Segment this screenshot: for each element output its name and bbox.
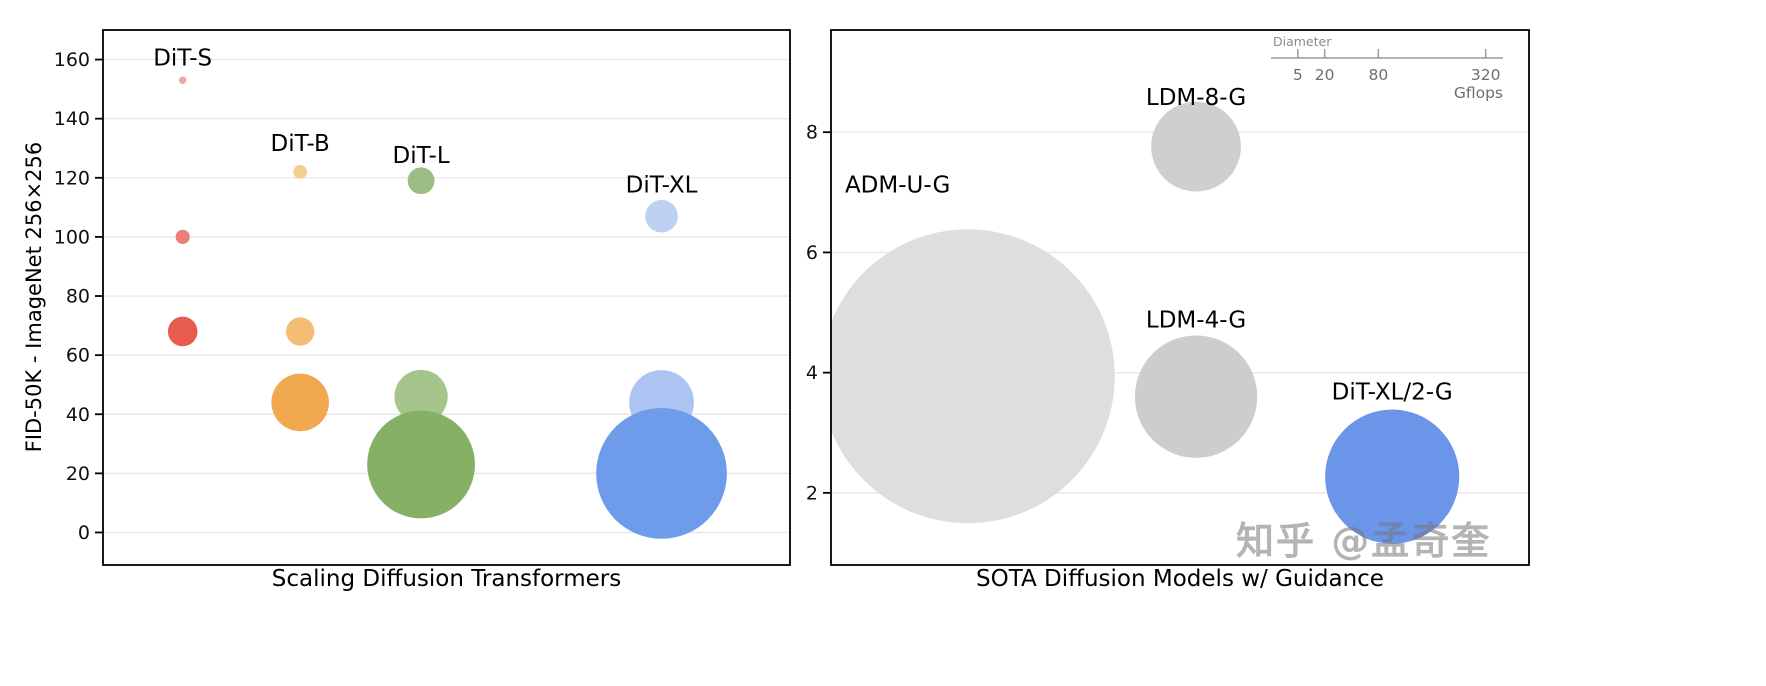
- bubble-DiT-XL: [596, 408, 727, 539]
- sota-guidance-chart: ADM-U-G LDM-8-G LDM-4-G DiT-XL/2-G 2 4 6 8 Diame…: [806, 29, 1530, 566]
- left-chart-title: Scaling Diffusion Transformers: [271, 566, 622, 592]
- y-tick-label: 80: [66, 286, 90, 308]
- y-tick-label: 40: [66, 404, 90, 426]
- series-label-ADM-U-G: ADM-U-G: [845, 172, 950, 198]
- series-label-LDM-8-G: LDM-8-G: [1146, 85, 1246, 111]
- y-tick-label: 4: [806, 362, 818, 384]
- scaling-dit-chart: DiT-S DiT-B DiT-L DiT-XL 0 20 40 60 80 100 120 140 1…: [54, 29, 791, 566]
- bubble-DiT-B: [271, 373, 329, 432]
- legend-title: Diameter: [1273, 34, 1332, 49]
- bubble-DiT-L: [407, 167, 435, 195]
- bubble-DiT-L: [394, 369, 448, 424]
- series-label-DiT-B: DiT-B: [271, 131, 330, 157]
- plot-border: [102, 29, 791, 566]
- series-label-DiT-S: DiT-S: [153, 45, 212, 71]
- legend-tick-label: 5: [1293, 66, 1303, 84]
- watermark: 知乎 @孟奇奎: [1236, 519, 1492, 563]
- bubble-DiT-B: [293, 165, 308, 179]
- y-tick-label: 6: [806, 242, 818, 264]
- y-tick-label: 8: [806, 122, 818, 144]
- bubble-DiT-XL: [645, 199, 678, 233]
- y-tick-label: 160: [54, 49, 90, 71]
- series-label-DiT-L: DiT-L: [393, 143, 450, 169]
- bubble-DiT-S: [178, 76, 187, 85]
- legend-tick-label: 20: [1315, 66, 1335, 84]
- bubble-ADM-U-G: [831, 229, 1115, 524]
- bubble-DiT-S: [175, 229, 190, 245]
- y-tick-label: 2: [806, 482, 818, 504]
- series-label-DiT-XL: DiT-XL: [626, 173, 698, 199]
- legend-unit-label: Gflops: [1454, 84, 1503, 102]
- bubble-LDM-8-G: [1151, 101, 1241, 192]
- y-axis-label: FID-50K - ImageNet 256×256: [22, 141, 46, 453]
- y-tick-label: 100: [54, 226, 90, 248]
- bubble-DiT-B: [285, 317, 315, 346]
- gridlines: [103, 58, 790, 534]
- legend-tick-label: 320: [1471, 66, 1501, 84]
- bubble-DiT-S: [167, 316, 198, 347]
- plot-border: [830, 29, 1530, 566]
- bubble-layer: [167, 76, 727, 539]
- bubble-DiT-XL/2-G: [1325, 409, 1460, 544]
- bubble-layer: [831, 101, 1460, 544]
- y-tick-label: 60: [66, 345, 90, 367]
- y-tick-label: 120: [54, 167, 90, 189]
- right-chart-title: SOTA Diffusion Models w/ Guidance: [976, 566, 1384, 592]
- bubble-DiT-L: [367, 410, 475, 519]
- y-tick-label: 0: [78, 522, 90, 544]
- y-tick-label: 140: [54, 108, 90, 130]
- series-label-DiT-XL/2-G: DiT-XL/2-G: [1332, 380, 1453, 406]
- series-label-LDM-4-G: LDM-4-G: [1146, 308, 1246, 334]
- y-tick-label: 20: [66, 463, 90, 485]
- legend-tick-label: 80: [1368, 66, 1388, 84]
- bubble-LDM-4-G: [1134, 335, 1258, 458]
